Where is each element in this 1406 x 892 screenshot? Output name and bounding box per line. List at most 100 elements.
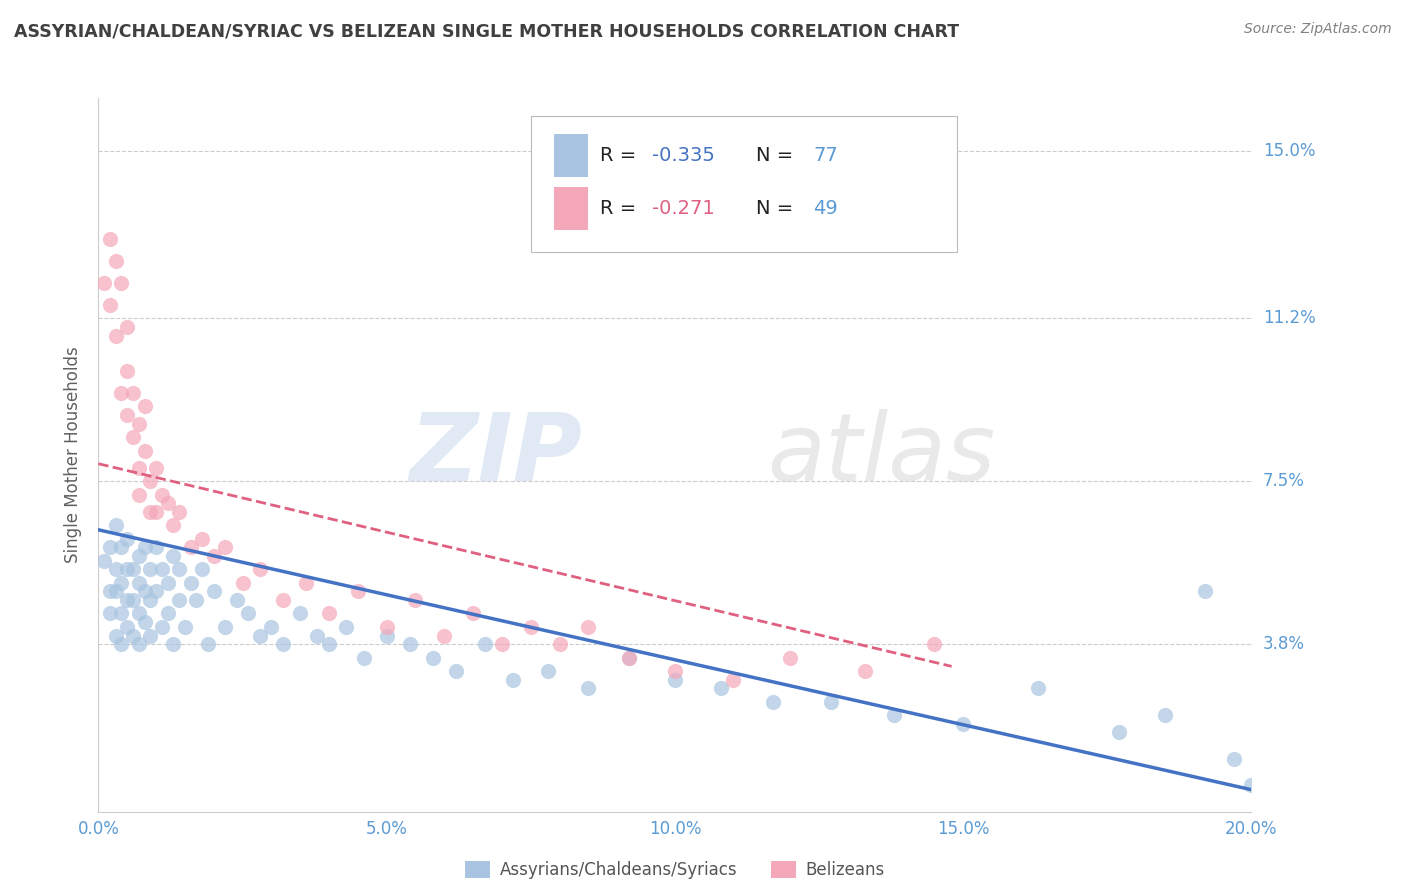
Point — [1194, 584, 1216, 599]
Point — [117, 409, 138, 423]
Text: ZIP: ZIP — [409, 409, 582, 501]
Point — [128, 607, 150, 621]
Point — [93, 554, 115, 568]
Point — [117, 320, 138, 334]
Point — [167, 505, 190, 519]
Point — [156, 575, 179, 590]
Point — [110, 386, 132, 401]
Text: N =: N = — [755, 199, 799, 219]
Point — [375, 620, 398, 634]
Point — [191, 532, 214, 546]
Point — [167, 562, 190, 576]
Point — [664, 664, 686, 678]
Point — [491, 637, 513, 651]
Point — [122, 562, 145, 576]
Point — [134, 541, 156, 555]
Point — [779, 650, 801, 665]
Point — [145, 541, 167, 555]
Point — [162, 637, 184, 651]
Point — [162, 549, 184, 564]
Point — [853, 664, 876, 678]
Y-axis label: Single Mother Households: Single Mother Households — [63, 347, 82, 563]
Point — [174, 620, 197, 634]
Point — [548, 637, 571, 651]
Point — [104, 562, 127, 576]
Point — [104, 329, 127, 343]
Point — [110, 276, 132, 290]
Point — [578, 620, 600, 634]
Point — [1240, 778, 1263, 792]
Point — [150, 562, 173, 576]
Text: 3.8%: 3.8% — [1263, 635, 1305, 653]
Point — [110, 637, 132, 651]
Point — [617, 650, 640, 665]
Point — [128, 549, 150, 564]
Point — [762, 695, 785, 709]
Point — [260, 620, 283, 634]
Point — [122, 628, 145, 642]
Text: 77: 77 — [813, 145, 838, 165]
Legend: Assyrians/Chaldeans/Syriacs, Belizeans: Assyrians/Chaldeans/Syriacs, Belizeans — [458, 854, 891, 886]
Text: 15.0%: 15.0% — [1263, 142, 1316, 160]
Point — [238, 607, 260, 621]
Point — [139, 628, 162, 642]
Point — [122, 430, 145, 444]
Point — [231, 575, 254, 590]
Point — [128, 575, 150, 590]
Text: -0.335: -0.335 — [652, 145, 714, 165]
Point — [353, 650, 375, 665]
Point — [117, 562, 138, 576]
Point — [617, 650, 640, 665]
Point — [710, 681, 733, 696]
Point — [110, 607, 132, 621]
Point — [128, 417, 150, 431]
Point — [128, 461, 150, 475]
Point — [820, 695, 842, 709]
Point — [202, 549, 225, 564]
Text: R =: R = — [600, 145, 643, 165]
Point — [128, 487, 150, 501]
Text: 11.2%: 11.2% — [1263, 310, 1316, 327]
Point — [307, 628, 329, 642]
Point — [104, 518, 127, 533]
Point — [405, 593, 427, 607]
Point — [318, 607, 340, 621]
Point — [502, 673, 524, 687]
Point — [1026, 681, 1049, 696]
Point — [249, 562, 271, 576]
Text: R =: R = — [600, 199, 643, 219]
Point — [271, 637, 294, 651]
Point — [578, 681, 600, 696]
Point — [134, 584, 156, 599]
Point — [134, 400, 156, 414]
Point — [110, 541, 132, 555]
Point — [290, 607, 312, 621]
FancyBboxPatch shape — [530, 116, 957, 252]
Point — [398, 637, 420, 651]
Point — [1108, 725, 1130, 739]
FancyBboxPatch shape — [554, 187, 589, 230]
FancyBboxPatch shape — [554, 134, 589, 177]
Point — [167, 593, 190, 607]
Point — [295, 575, 318, 590]
Point — [104, 254, 127, 268]
Point — [93, 276, 115, 290]
Point — [214, 620, 236, 634]
Point — [98, 584, 121, 599]
Point — [145, 505, 167, 519]
Point — [214, 541, 236, 555]
Point — [1223, 752, 1246, 766]
Point — [117, 532, 138, 546]
Point — [139, 475, 162, 489]
Text: ASSYRIAN/CHALDEAN/SYRIAC VS BELIZEAN SINGLE MOTHER HOUSEHOLDS CORRELATION CHART: ASSYRIAN/CHALDEAN/SYRIAC VS BELIZEAN SIN… — [14, 22, 959, 40]
Point — [202, 584, 225, 599]
Point — [156, 496, 179, 510]
Point — [721, 673, 744, 687]
Point — [664, 673, 686, 687]
Point — [375, 628, 398, 642]
Point — [156, 607, 179, 621]
Point — [139, 505, 162, 519]
Point — [225, 593, 247, 607]
Point — [180, 575, 202, 590]
Point — [104, 628, 127, 642]
